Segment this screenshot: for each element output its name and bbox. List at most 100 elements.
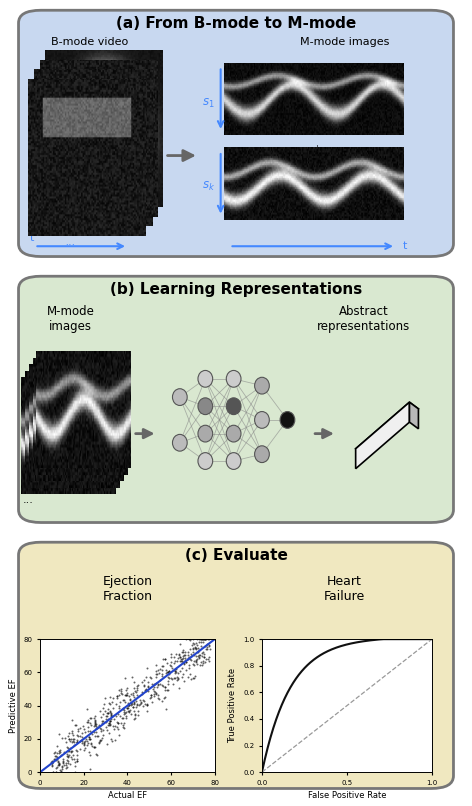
Point [92,725,100,738]
Point [71,753,78,766]
Text: Abstract
representations: Abstract representations [317,305,410,333]
Point [76,735,84,748]
Point [131,691,138,704]
Point [142,684,150,697]
Point [126,705,133,718]
Point [49,766,56,779]
Point [182,655,190,668]
Point [63,747,70,760]
Point [176,638,184,650]
Point [121,696,128,708]
Point [86,712,93,725]
Point [159,680,167,693]
Point [50,746,57,759]
Point [193,655,200,668]
Point [171,654,179,667]
Point [124,681,131,694]
Point [117,696,124,708]
Point [159,670,166,683]
Text: $s_k$: $s_k$ [202,180,215,193]
Point [138,686,145,699]
Point [130,704,137,717]
Point [178,671,185,683]
Point [107,719,114,732]
Point [71,755,79,768]
Point [179,652,186,665]
Point [51,752,59,765]
Point [129,688,136,701]
Point [78,731,86,744]
Point [120,721,128,734]
Point [106,715,114,728]
Point [131,712,138,725]
Point [175,672,182,685]
Point [73,745,81,758]
Point [92,717,99,730]
Point [161,683,169,696]
Point [194,658,201,671]
Point [174,671,181,683]
Point [73,735,80,748]
Point [164,684,171,697]
Point [50,754,57,767]
Point [113,690,120,703]
Point [91,729,99,742]
Point [205,639,212,652]
Point [196,651,203,664]
Point [122,689,129,702]
Point [119,703,126,716]
Point [137,696,144,709]
Point [51,753,58,766]
Point [121,707,128,720]
Point [193,633,201,646]
Point [65,745,73,758]
Point [98,717,105,729]
Point [81,742,89,754]
Point [125,689,133,702]
Point [137,696,144,708]
Point [150,680,158,693]
Point [51,750,59,762]
Point [138,688,146,700]
Point [171,663,178,675]
Point [65,733,73,746]
Point [91,713,99,726]
Point [96,704,104,717]
Point [195,633,202,646]
Point [119,719,127,732]
Point [86,725,93,738]
Point [103,710,110,723]
Point [203,638,211,650]
Point [192,669,199,682]
Point [190,648,198,661]
X-axis label: False Positive Rate: False Positive Rate [308,791,386,800]
Point [99,715,106,728]
Point [112,698,119,711]
Text: Heart
Failure: Heart Failure [324,575,365,603]
Point [171,664,179,677]
Point [152,664,160,677]
Point [68,753,76,766]
Point [162,703,170,716]
Point [127,696,135,709]
Point [201,639,209,652]
Point [106,715,114,728]
Point [107,704,114,717]
Point [104,702,111,715]
Point [49,756,56,769]
Point [97,722,104,735]
Point [107,708,115,721]
Point [204,633,212,646]
Point [103,723,111,736]
Point [177,654,185,667]
Point [54,758,62,771]
Point [129,700,136,713]
Point [152,686,160,699]
Point [106,698,114,711]
Point [179,655,187,668]
Point [166,664,173,677]
Point [67,735,74,748]
Point [176,650,184,663]
Point [185,670,192,683]
Point [53,746,60,759]
